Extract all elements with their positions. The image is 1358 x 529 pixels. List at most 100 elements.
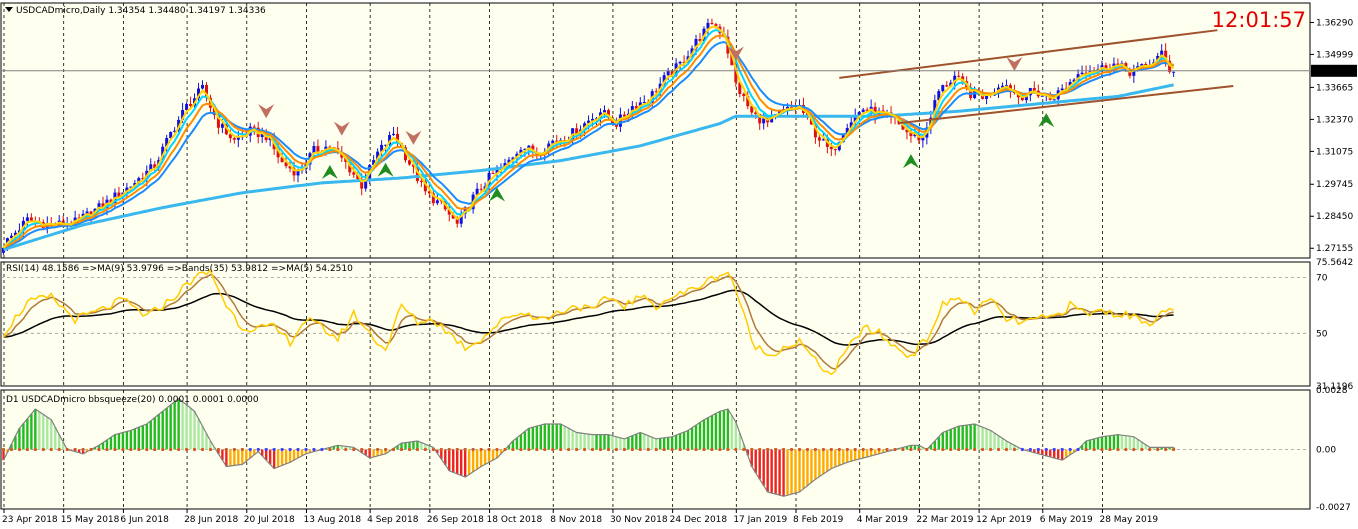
squeeze-bar (730, 415, 734, 450)
x-tick-label: 4 Sep 2018 (367, 515, 419, 525)
squeeze-dot (240, 447, 244, 452)
squeeze-bar (917, 445, 921, 450)
squeeze-bar (579, 433, 582, 450)
squeeze-bar (141, 425, 144, 450)
squeeze-dot (694, 447, 698, 452)
squeeze-bar (587, 434, 590, 450)
candle-body (682, 61, 686, 63)
y-tick-label: 1.32370 (1316, 115, 1353, 125)
squeeze-bar (706, 417, 710, 450)
candle-body (2, 247, 5, 253)
squeeze-bar (229, 449, 232, 466)
squeeze-bar (197, 418, 200, 450)
candle-body (9, 235, 13, 239)
squeeze-bar (722, 410, 726, 450)
squeeze-dot (360, 447, 364, 452)
squeeze-dot (177, 447, 181, 452)
squeeze-bar (547, 424, 550, 450)
squeeze-dot (965, 447, 969, 452)
squeeze-bar (2, 449, 5, 461)
squeeze-bar (272, 449, 276, 469)
squeeze-dot (208, 447, 213, 452)
squeeze-dot (973, 447, 977, 452)
squeeze-bar (865, 449, 869, 457)
candle-body (169, 132, 173, 138)
squeeze-bar (336, 445, 340, 450)
squeeze-dot (933, 447, 937, 452)
squeeze-bar (969, 424, 972, 450)
squeeze-dot (328, 447, 332, 452)
candle-body (750, 106, 754, 113)
candle-body (957, 75, 961, 77)
squeeze-bar (404, 442, 407, 450)
squeeze-bar (957, 426, 960, 450)
squeeze-bar (519, 434, 523, 450)
squeeze-bar (810, 449, 813, 483)
squeeze-dot (527, 447, 531, 452)
squeeze-dot (941, 447, 945, 452)
squeeze-dot (1020, 447, 1024, 452)
candle-body (678, 61, 682, 64)
squeeze-dot (65, 447, 69, 452)
squeeze-bar (798, 449, 801, 492)
squeeze-bar (296, 449, 300, 458)
squeeze-dot (33, 447, 37, 452)
squeeze-dot (1172, 447, 1176, 452)
squeeze-bar (937, 436, 940, 450)
squeeze-bar (718, 411, 722, 450)
candle-body (153, 164, 157, 169)
squeeze-bar (189, 408, 192, 450)
squeeze-bar (109, 437, 113, 450)
squeeze-y-tick-label: 0.0028 (1316, 386, 1348, 396)
squeeze-bar (225, 449, 228, 467)
candle-body (698, 39, 702, 42)
squeeze-bar (794, 449, 797, 494)
squeeze-dot (654, 447, 658, 452)
squeeze-bar (85, 449, 89, 452)
squeeze-bar (280, 449, 284, 466)
x-tick-label: 24 Dec 2018 (670, 515, 728, 525)
squeeze-bar (559, 424, 562, 450)
candle-body (770, 116, 774, 123)
candle-body (252, 126, 256, 128)
squeeze-dot (73, 447, 77, 452)
candle-body (352, 172, 356, 175)
squeeze-bar (340, 445, 343, 450)
squeeze-bar (113, 434, 117, 450)
buy-arrow-icon (1038, 113, 1055, 128)
sell-arrow-icon (1006, 57, 1023, 72)
squeeze-bar (1120, 435, 1124, 450)
squeeze-bar (861, 449, 865, 458)
squeeze-bar (153, 417, 156, 450)
candle-body (372, 160, 376, 166)
squeeze-bar (364, 449, 367, 456)
squeeze-bar (666, 437, 670, 450)
candle-body (1128, 70, 1132, 76)
squeeze-bar (921, 447, 925, 450)
squeeze-dot (423, 447, 427, 452)
squeeze-dot (105, 447, 109, 452)
candle-body (364, 179, 368, 189)
squeeze-dot (957, 447, 961, 452)
squeeze-dot (543, 447, 547, 452)
symbol-dropdown-icon (5, 7, 13, 12)
candle-body (606, 110, 610, 118)
candle-body (396, 133, 400, 144)
squeeze-bar (965, 425, 968, 450)
candle-body (953, 75, 957, 83)
y-tick-label: 1.29745 (1316, 180, 1353, 190)
candle-body (25, 217, 29, 221)
squeeze-dot (1076, 447, 1080, 452)
current-price-tag (1311, 64, 1357, 77)
squeeze-bar (830, 449, 833, 469)
squeeze-bar (623, 438, 626, 450)
squeeze-bar (1088, 439, 1092, 450)
squeeze-bar (1108, 435, 1112, 450)
candle-body (587, 120, 591, 124)
squeeze-bar (221, 449, 224, 461)
candle-body (495, 169, 499, 174)
squeeze-bar (205, 433, 208, 450)
squeeze-dot (280, 447, 284, 452)
x-tick-label: 26 Sep 2018 (427, 515, 484, 525)
squeeze-dot (1084, 447, 1088, 452)
